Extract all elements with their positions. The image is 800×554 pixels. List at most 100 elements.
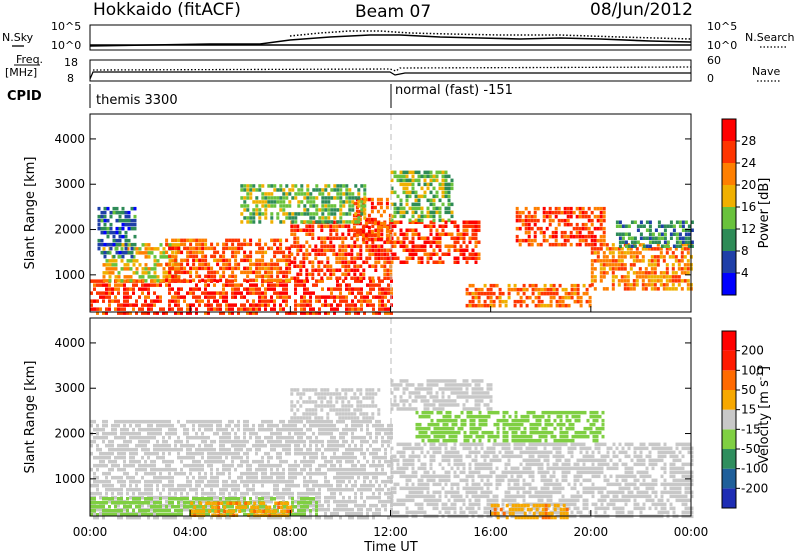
power-cell-7 xyxy=(462,248,466,252)
power-cell-12 xyxy=(681,220,685,224)
power-cell-2 xyxy=(192,246,196,251)
velocity-cell-1 xyxy=(359,412,363,416)
power-cell-0 xyxy=(120,311,123,315)
velocity-cell-0 xyxy=(216,479,219,484)
power-cell-8 xyxy=(420,214,424,219)
velocity-cell-0 xyxy=(123,423,126,428)
velocity-cell-0 xyxy=(303,451,306,456)
velocity-cell-1 xyxy=(317,392,321,396)
power-cell-1 xyxy=(174,251,178,255)
power-cell-3 xyxy=(293,260,297,264)
velocity-cell-0 xyxy=(90,451,93,456)
power-cell-0 xyxy=(372,295,375,299)
power-cell-11 xyxy=(653,283,657,287)
velocity-cell-0 xyxy=(279,459,282,464)
velocity-cell-1 xyxy=(293,404,297,408)
power-cell-0 xyxy=(384,303,387,307)
power-cell-1 xyxy=(132,263,136,267)
power-cell-4 xyxy=(364,197,368,202)
power-cell-0 xyxy=(135,303,138,307)
velocity-cell-0 xyxy=(144,443,147,448)
power-cell-5 xyxy=(282,192,286,196)
power-cell-4 xyxy=(376,209,380,214)
velocity-cell-0 xyxy=(204,471,207,476)
power-cell-3 xyxy=(329,224,333,228)
velocity-cell-0 xyxy=(315,439,318,444)
power-cell-12 xyxy=(618,224,622,228)
power-cell-7 xyxy=(417,232,421,236)
power-cell-11 xyxy=(647,275,651,279)
power-cell-10 xyxy=(587,214,591,219)
power-cell-5 xyxy=(315,188,319,192)
power-cell-0 xyxy=(147,311,150,315)
power-cell-3 xyxy=(299,228,303,232)
power-cell-0 xyxy=(225,291,228,295)
velocity-cell-1 xyxy=(341,408,345,412)
velocity-cell-0 xyxy=(363,439,366,444)
velocity-cell-0 xyxy=(204,443,207,448)
power-cell-0 xyxy=(117,311,120,315)
power-cell-0 xyxy=(300,279,303,283)
velocity-cell-0 xyxy=(144,467,147,472)
power-cell-9 xyxy=(579,299,583,304)
velocity-cell-0 xyxy=(243,471,246,476)
power-cell-3 xyxy=(293,228,297,232)
velocity-cell-0 xyxy=(327,499,330,504)
power-cell-5 xyxy=(306,184,310,188)
power-cell-12 xyxy=(642,224,646,228)
velocity-cell-2 xyxy=(171,497,174,501)
velocity-cell-0 xyxy=(270,447,273,452)
power-cell-7 xyxy=(453,248,457,252)
power-cell-4 xyxy=(367,229,371,234)
power-cell-1 xyxy=(102,275,106,279)
power-cell-0 xyxy=(330,287,333,291)
velocity-cell-0 xyxy=(354,423,357,428)
velocity-cell-0 xyxy=(312,451,315,456)
velocity-cell-0 xyxy=(237,419,240,424)
power-cell-5 xyxy=(357,220,361,224)
power-cell-0 xyxy=(99,295,102,299)
velocity-cell-1 xyxy=(317,404,321,408)
velocity-cell-0 xyxy=(174,467,177,472)
power-cell-11 xyxy=(665,263,669,267)
power-cell-4 xyxy=(388,221,392,226)
power-cell-0 xyxy=(144,283,147,287)
power-cell-2 xyxy=(234,254,238,259)
power-cell-7 xyxy=(450,220,454,224)
power-cell-2 xyxy=(285,278,289,283)
velocity-cell-0 xyxy=(138,431,141,436)
velocity-cell-0 xyxy=(330,427,333,432)
power-cell-3 xyxy=(296,276,300,280)
velocity-cell-0 xyxy=(369,463,372,468)
velocity-cell-0 xyxy=(180,499,183,504)
velocity-cell-0 xyxy=(186,515,189,520)
power-cell-10 xyxy=(587,206,591,211)
power-cell-3 xyxy=(341,256,345,260)
power-cell-11 xyxy=(593,251,597,255)
power-cell-9 xyxy=(543,283,547,288)
power-cell-0 xyxy=(348,283,351,287)
velocity-cell-0 xyxy=(219,435,222,440)
power-cell-2 xyxy=(219,274,223,279)
power-cell-8 xyxy=(426,210,430,215)
velocity-cell-1 xyxy=(296,408,300,412)
velocity-cell-0 xyxy=(207,491,210,496)
power-cell-8 xyxy=(426,170,430,175)
velocity-cell-0 xyxy=(312,499,315,504)
velocity-cell-0 xyxy=(339,459,342,464)
power-cell-0 xyxy=(114,295,117,299)
velocity-cell-0 xyxy=(351,487,354,492)
power-cell-2 xyxy=(189,254,193,259)
velocity-cell-0 xyxy=(324,475,327,480)
power-cell-7 xyxy=(402,232,406,236)
power-cell-5 xyxy=(240,188,244,192)
power-cell-0 xyxy=(204,287,207,291)
power-cell-10 xyxy=(560,230,564,235)
velocity-cell-2 xyxy=(108,513,111,517)
power-cell-10 xyxy=(575,242,579,247)
power-cell-8 xyxy=(396,206,400,211)
power-cell-9 xyxy=(519,295,523,300)
power-cell-5 xyxy=(252,216,256,220)
velocity-cell-2 xyxy=(225,497,228,501)
power-cell-3 xyxy=(368,248,372,252)
